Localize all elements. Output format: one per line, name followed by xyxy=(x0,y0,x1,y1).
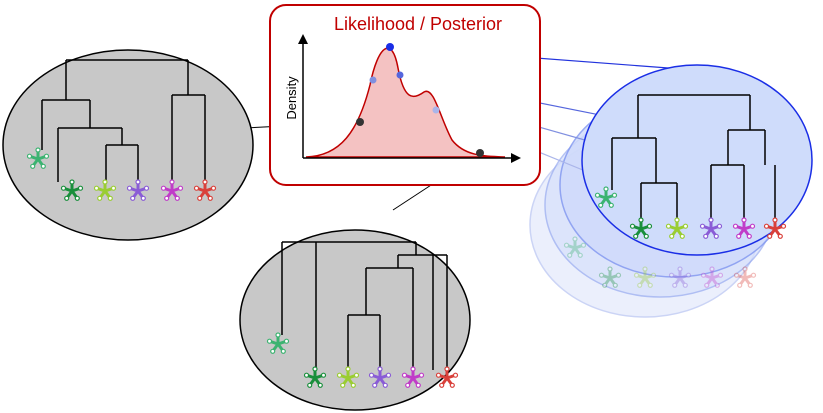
tree-b xyxy=(240,230,470,410)
page: Likelihood / Posterior Density (() => { … xyxy=(0,0,823,413)
box-title: Likelihood / Posterior xyxy=(334,14,502,34)
axis-label: Density xyxy=(284,76,299,120)
diagram: Likelihood / Posterior Density xyxy=(0,0,823,413)
posterior-tree xyxy=(582,65,812,255)
